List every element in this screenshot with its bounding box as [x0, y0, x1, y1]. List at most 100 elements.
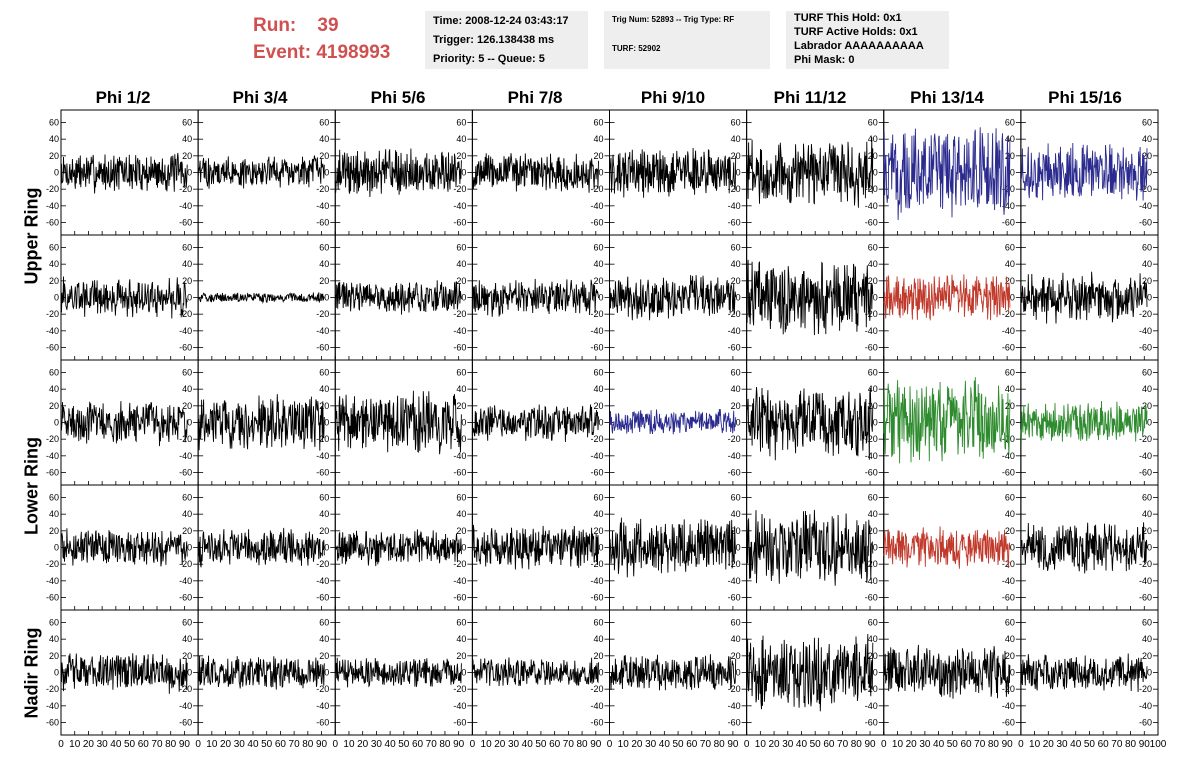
- y-tick-label-right: 40: [731, 509, 741, 519]
- x-tick-label: 90: [590, 739, 602, 750]
- y-tick-label-right: -40: [179, 201, 192, 211]
- x-tick-label: 70: [837, 739, 849, 750]
- y-tick-label-right: -40: [728, 326, 741, 336]
- y-tick-label-right: 0: [461, 293, 466, 303]
- y-tick-label-right: -40: [1002, 201, 1015, 211]
- x-tick-label: 60: [549, 739, 561, 750]
- x-tick-label: 10: [755, 739, 767, 750]
- turf-active-holds-text: TURF Active Holds: 0x1: [794, 26, 918, 38]
- x-tick-label: 20: [83, 739, 95, 750]
- y-tick-label-left: 20: [49, 651, 59, 661]
- y-tick-label-right: 40: [319, 634, 329, 644]
- y-tick-label-left: -20: [46, 184, 59, 194]
- y-tick-label-right: -60: [316, 343, 329, 353]
- y-tick-label-right: 0: [324, 418, 329, 428]
- y-tick-label-right: 60: [593, 368, 603, 378]
- y-tick-label-right: 20: [593, 651, 603, 661]
- y-tick-label-right: 0: [324, 668, 329, 678]
- time-text: Time: 2008-12-24 03:43:17: [433, 15, 569, 27]
- y-tick-label-left: 0: [54, 293, 59, 303]
- y-tick-label-right: 20: [182, 151, 192, 161]
- y-tick-label-right: 0: [598, 168, 603, 178]
- waveform-trace: [471, 404, 599, 443]
- waveform-trace: [197, 155, 325, 189]
- y-tick-label-right: -20: [1139, 559, 1152, 569]
- x-tick-label: 70: [151, 739, 163, 750]
- y-tick-label-right: -60: [316, 593, 329, 603]
- y-tick-label-right: 40: [319, 134, 329, 144]
- y-tick-label-right: -40: [453, 576, 466, 586]
- x-tick-label: 90: [864, 739, 876, 750]
- y-tick-label-left: -60: [46, 468, 59, 478]
- y-tick-label-right: 0: [461, 168, 466, 178]
- y-tick-label-right: 40: [1005, 634, 1015, 644]
- y-tick-label-right: 60: [319, 493, 329, 503]
- y-tick-label-left: 0: [54, 418, 59, 428]
- y-tick-label-right: 20: [731, 401, 741, 411]
- y-tick-label-right: 60: [868, 243, 878, 253]
- y-tick-label-right: 60: [868, 618, 878, 628]
- x-tick-label: 20: [631, 739, 643, 750]
- y-tick-label-right: -40: [1139, 576, 1152, 586]
- x-tick-label: 0: [470, 739, 476, 750]
- y-tick-label-right: 0: [187, 168, 192, 178]
- turf-this-hold-text: TURF This Hold: 0x1: [794, 12, 902, 24]
- trig-num-text: Trig Num: 52893 -- Trig Type: RF: [612, 15, 735, 24]
- x-tick-label: 60: [412, 739, 424, 750]
- y-tick-label-right: 20: [456, 651, 466, 661]
- turf-info-box: TURF This Hold: 0x1 TURF Active Holds: 0…: [786, 11, 949, 69]
- y-tick-label-right: 40: [182, 384, 192, 394]
- x-tick-label: 10: [206, 739, 218, 750]
- y-tick-label-right: 0: [598, 543, 603, 553]
- y-tick-label-right: 40: [182, 634, 192, 644]
- x-tick-label: 30: [508, 739, 520, 750]
- x-tick-label: 30: [782, 739, 794, 750]
- x-tick-label: 100: [1150, 739, 1167, 750]
- x-tick-label: 60: [823, 739, 835, 750]
- y-tick-label-right: 40: [1005, 259, 1015, 269]
- y-tick-label-right: 0: [873, 168, 878, 178]
- y-tick-label-right: 0: [736, 418, 741, 428]
- y-tick-label-right: -20: [728, 684, 741, 694]
- x-tick-label: 90: [1002, 739, 1014, 750]
- column-title: Phi 1/2: [95, 88, 151, 107]
- y-tick-label-right: 0: [1147, 168, 1152, 178]
- y-tick-label-right: 0: [187, 293, 192, 303]
- x-tick-label: 70: [1111, 739, 1123, 750]
- y-tick-label-right: -20: [453, 309, 466, 319]
- waveform-trace: [472, 153, 599, 193]
- run-label: Run:: [253, 15, 297, 36]
- x-tick-label: 10: [892, 739, 904, 750]
- y-tick-label-right: -60: [1139, 718, 1152, 728]
- y-tick-label-right: -60: [179, 218, 192, 228]
- y-tick-label-right: 40: [731, 384, 741, 394]
- y-tick-label-right: -40: [728, 701, 741, 711]
- y-tick-label-left: 60: [49, 243, 59, 253]
- y-tick-label-right: 40: [593, 634, 603, 644]
- y-tick-label-left: 40: [49, 634, 59, 644]
- y-tick-label-right: 60: [1005, 618, 1015, 628]
- y-tick-label-right: 20: [319, 526, 329, 536]
- y-tick-label-right: -60: [865, 468, 878, 478]
- y-tick-label-right: -20: [179, 184, 192, 194]
- waveform-trace: [334, 657, 462, 688]
- y-tick-label-right: 0: [1147, 668, 1152, 678]
- y-tick-label-right: -40: [179, 451, 192, 461]
- y-tick-label-right: -40: [179, 576, 192, 586]
- y-tick-label-left: 20: [49, 401, 59, 411]
- y-tick-label-right: 40: [319, 384, 329, 394]
- y-tick-label-left: -60: [46, 343, 59, 353]
- y-tick-label-right: 60: [319, 368, 329, 378]
- y-tick-label-right: -40: [316, 451, 329, 461]
- event-label: Event:: [253, 42, 312, 63]
- y-tick-label-left: -40: [46, 576, 59, 586]
- x-tick-label: 50: [398, 739, 410, 750]
- y-tick-label-right: 60: [1005, 493, 1015, 503]
- waveform-trace: [197, 394, 325, 451]
- y-tick-label-right: 20: [319, 151, 329, 161]
- y-tick-label-right: 20: [731, 526, 741, 536]
- y-tick-label-right: -60: [728, 218, 741, 228]
- x-tick-label: 30: [645, 739, 657, 750]
- column-title: Phi 3/4: [232, 88, 288, 107]
- waveform-trace: [334, 148, 462, 198]
